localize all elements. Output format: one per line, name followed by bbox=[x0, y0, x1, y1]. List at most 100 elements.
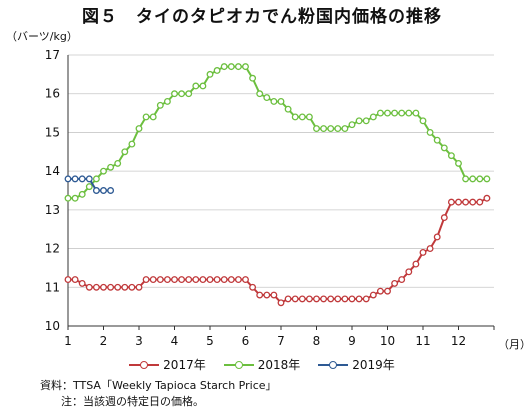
chart-notes: 資料：TTSA「Weekly Tapioca Starch Price」 注：当… bbox=[40, 378, 277, 410]
series-0-point bbox=[327, 295, 335, 303]
series-1-point bbox=[64, 194, 72, 202]
series-0-point bbox=[440, 214, 448, 222]
chart-legend: 2017年 2018年 2019年 bbox=[0, 356, 524, 373]
series-0-point bbox=[192, 276, 200, 283]
legend-item-2019: 2019年 bbox=[318, 356, 395, 373]
series-1-point bbox=[320, 125, 328, 133]
source-note: 資料：TTSA「Weekly Tapioca Starch Price」 bbox=[40, 379, 277, 392]
series-1-point bbox=[114, 159, 122, 167]
series-1-point bbox=[92, 175, 100, 183]
series-0-point bbox=[433, 233, 441, 241]
series-1-point bbox=[483, 175, 491, 183]
series-0-point bbox=[163, 276, 171, 283]
series-1-point bbox=[376, 109, 384, 117]
series-2-point bbox=[78, 175, 86, 183]
series-0-point bbox=[284, 295, 292, 303]
series-0-point bbox=[213, 276, 221, 283]
series-0-point bbox=[270, 291, 278, 299]
y-axis-unit-label: （バーツ/kg） bbox=[6, 30, 78, 43]
series-0-point bbox=[398, 276, 406, 283]
series-1-point bbox=[476, 175, 484, 183]
series-2-point bbox=[92, 187, 100, 194]
series-1-point bbox=[128, 140, 136, 148]
series-0-point bbox=[362, 295, 370, 303]
series-0-point bbox=[369, 291, 377, 299]
series-0-point bbox=[291, 295, 299, 303]
series-2-point bbox=[64, 175, 72, 183]
series-1-point bbox=[405, 109, 413, 117]
series-0-point bbox=[171, 276, 178, 283]
series-0-point bbox=[256, 291, 264, 299]
series-1-point bbox=[234, 63, 242, 71]
series-0-point bbox=[149, 276, 157, 283]
series-0-point bbox=[277, 299, 285, 307]
series-1-point bbox=[412, 109, 420, 117]
series-0-point bbox=[334, 295, 342, 303]
series-0-point bbox=[100, 283, 107, 291]
series-1-point bbox=[327, 125, 335, 133]
series-0-point bbox=[199, 276, 207, 283]
y-tick-label: 13 bbox=[45, 203, 60, 217]
legend-label-2017: 2017年 bbox=[163, 358, 206, 372]
series-1-point bbox=[220, 63, 228, 71]
series-0-point bbox=[305, 295, 313, 303]
series-0-point bbox=[320, 295, 328, 303]
x-tick-label: 2 bbox=[100, 334, 108, 348]
series-1-point bbox=[462, 175, 470, 183]
series-2-point bbox=[100, 187, 107, 194]
series-0-point bbox=[121, 283, 129, 291]
x-tick-label: 10 bbox=[380, 334, 395, 348]
series-1-point bbox=[163, 98, 171, 105]
series-0-point bbox=[469, 198, 477, 206]
series-1-point bbox=[355, 117, 363, 125]
series-1-point bbox=[192, 82, 200, 90]
series-0-point bbox=[114, 283, 122, 291]
series-1-point bbox=[149, 113, 157, 121]
series-1-point bbox=[447, 152, 455, 160]
series-0-point bbox=[135, 283, 143, 291]
series-1-point bbox=[256, 90, 264, 98]
series-1-point bbox=[78, 190, 86, 198]
x-tick-label: 1 bbox=[64, 334, 72, 348]
series-0-point bbox=[455, 198, 462, 206]
series-0-point bbox=[426, 245, 434, 253]
series-1-point bbox=[121, 148, 129, 156]
y-tick-label: 15 bbox=[45, 125, 60, 139]
y-tick-label: 12 bbox=[45, 242, 60, 256]
x-tick-label: 7 bbox=[277, 334, 285, 348]
series-1-point bbox=[305, 113, 313, 121]
series-0-point bbox=[78, 279, 86, 287]
series-0-point bbox=[142, 276, 150, 283]
series-1-point bbox=[284, 105, 292, 113]
series-1-point bbox=[291, 113, 299, 121]
series-0-point bbox=[206, 276, 214, 283]
series-0-point bbox=[220, 276, 228, 283]
series-1-point bbox=[85, 183, 93, 191]
footnote: 注：当該週の特定日の価格。 bbox=[61, 395, 204, 408]
series-0-point bbox=[405, 268, 413, 276]
series-1-point bbox=[199, 82, 207, 90]
y-tick-label: 16 bbox=[45, 87, 60, 101]
series-1-point bbox=[178, 90, 186, 98]
series-1-point bbox=[171, 90, 178, 98]
series-2-point bbox=[85, 175, 93, 183]
x-axis-unit-label: （月） bbox=[498, 338, 524, 351]
legend-item-2018: 2018年 bbox=[223, 356, 300, 373]
series-1-point bbox=[277, 98, 285, 105]
series-1-point bbox=[71, 194, 79, 202]
series-1-point bbox=[426, 128, 434, 136]
y-tick-label: 14 bbox=[45, 164, 60, 178]
y-tick-label: 11 bbox=[45, 280, 60, 294]
legend-swatch-2017 bbox=[129, 360, 160, 370]
series-0-point bbox=[227, 276, 235, 283]
series-0-point bbox=[341, 295, 349, 303]
legend-swatch-2019 bbox=[318, 360, 349, 370]
series-0-point bbox=[185, 276, 193, 283]
series-0-point bbox=[71, 276, 79, 283]
series-0-point bbox=[391, 279, 399, 287]
series-1-point bbox=[433, 136, 441, 144]
series-1-point bbox=[135, 125, 143, 133]
x-tick-label: 6 bbox=[242, 334, 250, 348]
series-1-point bbox=[270, 98, 278, 105]
